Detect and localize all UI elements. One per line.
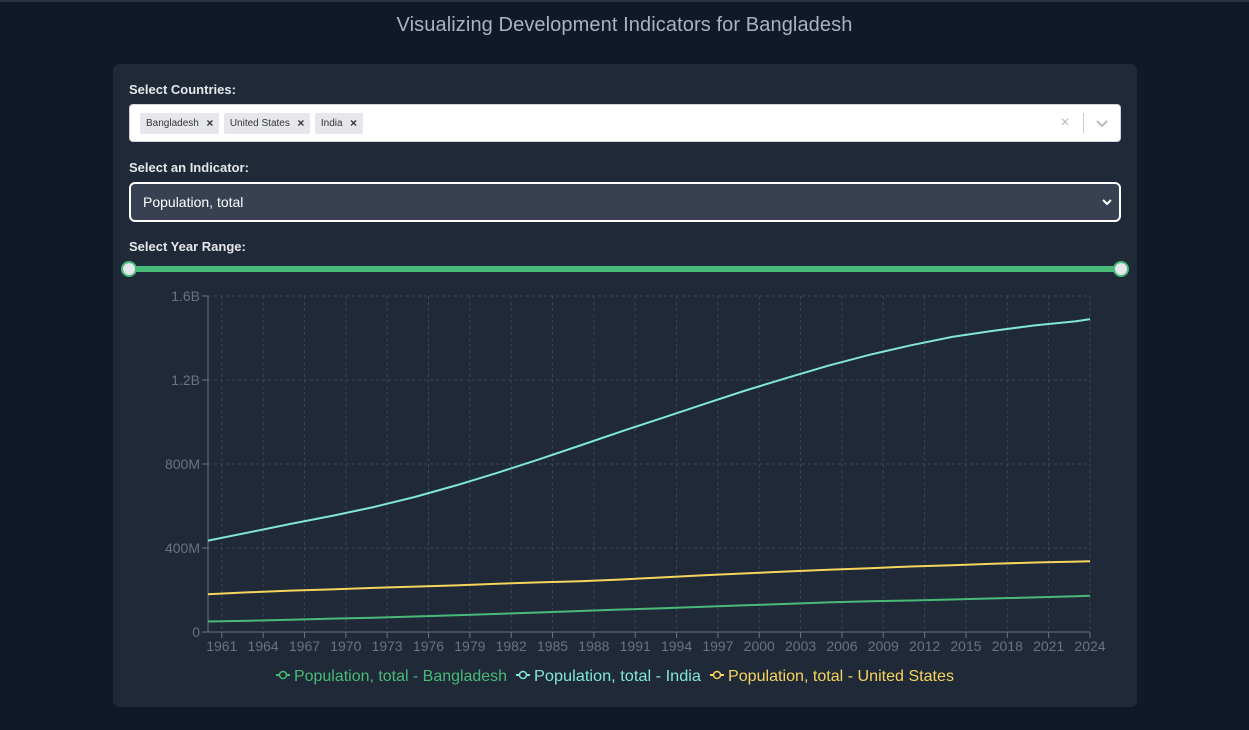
x-tick-label: 2012 [909, 638, 940, 654]
x-tick-label: 2006 [826, 638, 857, 654]
year-range-start-handle[interactable] [121, 261, 137, 277]
legend-marker-icon [518, 670, 528, 680]
chip-label: India [320, 117, 343, 129]
year-range-label: Select Year Range: [129, 239, 246, 254]
x-tick-label: 1961 [206, 638, 237, 654]
x-tick-label: 1997 [702, 638, 733, 654]
countries-label: Select Countries: [129, 82, 236, 97]
x-tick-label: 1976 [413, 638, 444, 654]
x-tick-label: 2015 [950, 638, 981, 654]
indicator-value: Population, total [143, 194, 244, 210]
x-tick-label: 1979 [454, 638, 485, 654]
country-chip-india: India × [314, 112, 363, 134]
x-tick-label: 1985 [537, 638, 568, 654]
remove-united-states-icon[interactable]: × [297, 116, 305, 130]
multiselect-controls: × [1047, 105, 1120, 141]
x-tick-label: 2021 [1033, 638, 1064, 654]
x-tick-label: 1994 [661, 638, 692, 654]
country-chip-bangladesh: Bangladesh × [140, 112, 219, 134]
clear-all-icon[interactable]: × [1060, 114, 1070, 131]
country-chip-united-states: United States × [223, 112, 310, 134]
indicator-select[interactable]: Population, total [129, 182, 1121, 222]
y-tick-label: 400M [165, 540, 200, 556]
x-tick-label: 2018 [992, 638, 1023, 654]
top-border [0, 0, 1249, 2]
series-line-united-states [207, 560, 1091, 596]
x-tick-label: 1991 [620, 638, 651, 654]
x-tick-label: 1973 [372, 638, 403, 654]
chevron-down-icon[interactable] [1084, 116, 1120, 130]
series-line-bangladesh [207, 594, 1091, 623]
page-title: Visualizing Development Indicators for B… [396, 14, 853, 36]
x-tick-label: 2024 [1074, 638, 1105, 654]
controls-panel: Select Countries: Bangladesh × United St… [113, 64, 1137, 707]
x-tick-label: 2003 [785, 638, 816, 654]
x-tick-label: 1964 [248, 638, 279, 654]
x-tick-label: 2009 [868, 638, 899, 654]
x-tick-label: 1982 [496, 638, 527, 654]
chevron-down-icon [1095, 196, 1119, 208]
legend-marker-icon [712, 670, 722, 680]
x-tick-label: 2000 [744, 638, 775, 654]
x-tick-label: 1988 [578, 638, 609, 654]
y-tick-label: 1.6B [171, 288, 200, 304]
legend-marker-icon [278, 670, 288, 680]
chip-label: Bangladesh [146, 117, 199, 129]
remove-india-icon[interactable]: × [350, 116, 358, 130]
y-tick-label: 0 [192, 624, 200, 640]
country-multiselect[interactable]: Bangladesh × United States × India × × [129, 104, 1121, 142]
chip-label: United States [229, 117, 290, 129]
remove-bangladesh-icon[interactable]: × [206, 116, 214, 130]
x-tick-label: 1970 [330, 638, 361, 654]
year-range-end-handle[interactable] [1113, 261, 1129, 277]
x-tick-label: 1967 [289, 638, 320, 654]
selected-countries: Bangladesh × United States × India × [130, 112, 1047, 134]
y-tick-label: 800M [165, 456, 200, 472]
legend-label: Population, total - India [534, 668, 701, 685]
legend-label: Population, total - United States [728, 668, 954, 685]
legend-label: Population, total - Bangladesh [294, 668, 507, 685]
y-tick-label: 1.2B [171, 372, 200, 388]
indicator-label: Select an Indicator: [129, 160, 249, 175]
multiselect-separator [1083, 113, 1084, 133]
year-range-track[interactable] [129, 266, 1121, 272]
series-line-india [207, 318, 1091, 542]
